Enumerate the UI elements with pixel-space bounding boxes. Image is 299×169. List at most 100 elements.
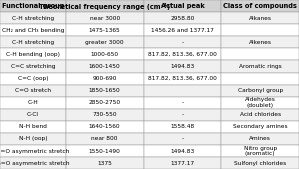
Bar (0, 0, 66, 12)
Text: N=O asymmetric stretch: N=O asymmetric stretch (0, 149, 69, 154)
Text: Class of compounds: Class of compounds (223, 3, 297, 9)
Bar (221, 84, 299, 97)
Text: near 800: near 800 (91, 136, 118, 141)
Bar (66, 0, 144, 12)
Bar (221, 61, 299, 73)
Bar (221, 97, 299, 109)
Bar (66, 12, 144, 24)
Bar (144, 109, 221, 121)
Bar (0, 145, 66, 157)
Bar (66, 133, 144, 145)
Text: N-H (oop): N-H (oop) (19, 136, 47, 141)
Text: 817.82, 813.36, 677.00: 817.82, 813.36, 677.00 (148, 76, 217, 81)
Bar (0, 73, 66, 84)
Bar (144, 48, 221, 60)
Text: 1600-1450: 1600-1450 (89, 64, 120, 69)
Text: Carbonyl group: Carbonyl group (237, 88, 283, 93)
Text: C-Cl: C-Cl (27, 112, 39, 117)
Bar (0, 109, 66, 121)
Text: -: - (181, 136, 184, 141)
Text: 730-550: 730-550 (92, 112, 117, 117)
Bar (221, 73, 299, 84)
Text: Functional group: Functional group (2, 3, 64, 9)
Bar (144, 24, 221, 36)
Text: C=O stretch: C=O stretch (15, 88, 51, 93)
Bar (144, 145, 221, 157)
Bar (221, 145, 299, 157)
Text: C-H stretching: C-H stretching (12, 40, 54, 45)
Text: C=C (oop): C=C (oop) (18, 76, 48, 81)
Bar (66, 157, 144, 169)
Bar (221, 109, 299, 121)
Bar (0, 12, 66, 24)
Text: Aldehydes
(doublet): Aldehydes (doublet) (245, 97, 276, 108)
Text: Aromatic rings: Aromatic rings (239, 64, 281, 69)
Text: CH₂ and CH₃ bending: CH₂ and CH₃ bending (2, 28, 64, 33)
Bar (144, 121, 221, 133)
Bar (66, 48, 144, 60)
Bar (0, 84, 66, 97)
Text: 1494.83: 1494.83 (170, 64, 195, 69)
Text: 1550-1490: 1550-1490 (89, 149, 120, 154)
Text: -: - (181, 40, 184, 45)
Text: Secondary amines: Secondary amines (233, 124, 287, 129)
Bar (66, 24, 144, 36)
Bar (144, 36, 221, 48)
Text: 1640-1560: 1640-1560 (89, 124, 120, 129)
Bar (0, 48, 66, 60)
Bar (221, 48, 299, 60)
Text: C-H stretching: C-H stretching (12, 16, 54, 21)
Bar (221, 36, 299, 48)
Bar (221, 24, 299, 36)
Bar (144, 84, 221, 97)
Text: N-H bend: N-H bend (19, 124, 47, 129)
Text: greater 3000: greater 3000 (85, 40, 124, 45)
Text: 1456.26 and 1377.17: 1456.26 and 1377.17 (151, 28, 214, 33)
Text: 900-690: 900-690 (92, 76, 117, 81)
Text: Nitro group
(aromatic): Nitro group (aromatic) (243, 146, 277, 156)
Text: 1375: 1375 (97, 161, 112, 166)
Text: Alkenes: Alkenes (249, 40, 271, 45)
Bar (0, 24, 66, 36)
Text: near 3000: near 3000 (89, 16, 120, 21)
Text: Amines: Amines (249, 136, 271, 141)
Text: 1000-650: 1000-650 (91, 52, 119, 57)
Bar (144, 157, 221, 169)
Text: C-H bending (oop): C-H bending (oop) (6, 52, 60, 57)
Bar (66, 61, 144, 73)
Bar (0, 61, 66, 73)
Bar (221, 12, 299, 24)
Bar (144, 0, 221, 12)
Bar (66, 121, 144, 133)
Bar (66, 36, 144, 48)
Text: Alkanes: Alkanes (249, 16, 271, 21)
Text: 1850-1650: 1850-1650 (89, 88, 120, 93)
Text: -: - (181, 112, 184, 117)
Bar (144, 61, 221, 73)
Text: Theoretical frequency range (cm⁻¹): Theoretical frequency range (cm⁻¹) (39, 3, 170, 9)
Text: 1377.17: 1377.17 (170, 161, 194, 166)
Text: S=O asymmetric stretch: S=O asymmetric stretch (0, 161, 69, 166)
Bar (221, 133, 299, 145)
Text: C-H: C-H (28, 100, 38, 105)
Text: Acid chlorides: Acid chlorides (239, 112, 281, 117)
Text: -: - (181, 100, 184, 105)
Bar (66, 84, 144, 97)
Bar (0, 36, 66, 48)
Bar (221, 0, 299, 12)
Text: 2850-2750: 2850-2750 (89, 100, 121, 105)
Bar (144, 133, 221, 145)
Text: 1494.83: 1494.83 (170, 149, 195, 154)
Bar (0, 97, 66, 109)
Text: 2958.80: 2958.80 (170, 16, 195, 21)
Text: 1558.48: 1558.48 (170, 124, 195, 129)
Bar (144, 73, 221, 84)
Text: C=C stretching: C=C stretching (11, 64, 55, 69)
Bar (0, 157, 66, 169)
Bar (66, 109, 144, 121)
Bar (144, 97, 221, 109)
Bar (221, 157, 299, 169)
Text: Actual peak: Actual peak (161, 3, 204, 9)
Text: 817.82, 813.36, 677.00: 817.82, 813.36, 677.00 (148, 52, 217, 57)
Text: Sulfonyl chlorides: Sulfonyl chlorides (234, 161, 286, 166)
